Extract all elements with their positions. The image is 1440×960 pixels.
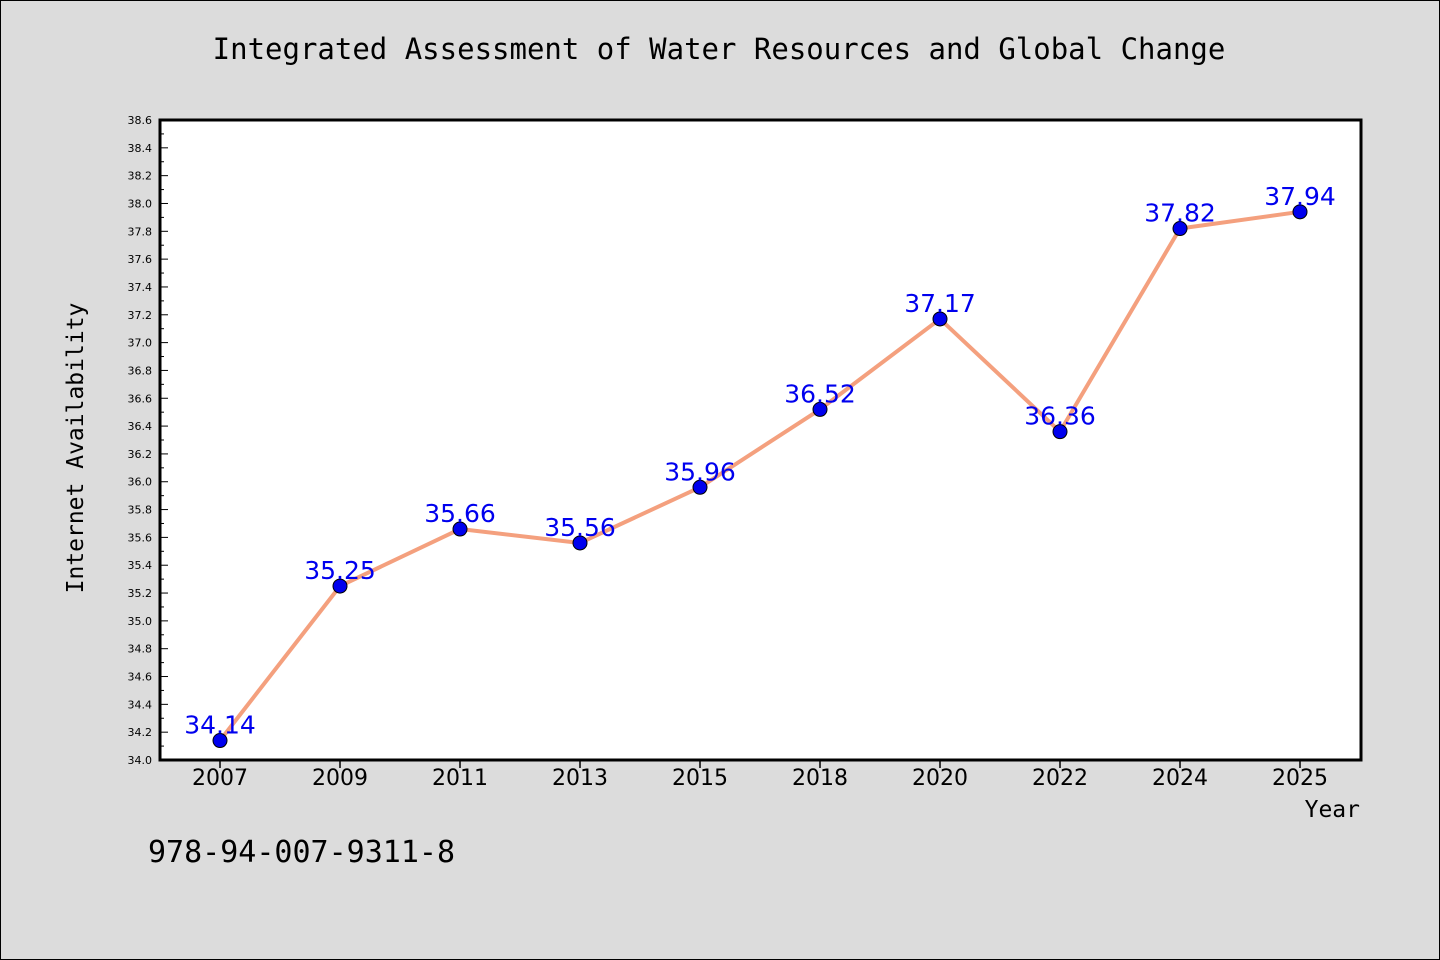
data-label: 36.36 [1024, 402, 1096, 431]
data-point [932, 311, 948, 327]
x-tick-label: 2022 [1032, 766, 1088, 791]
data-label: 37.17 [904, 289, 976, 318]
y-axis: 34.0 34.2 34.4 34.6 34.8 35.0 35.2 35.4 35.6 35.8… [128, 114, 168, 767]
data-point [452, 521, 468, 537]
series-line [218, 209, 1301, 742]
data-label: 37.94 [1264, 182, 1336, 211]
chart-title: Integrated Assessment of Water Resources… [212, 32, 1226, 66]
x-axis: 2007 2009 2011 2013 2015 2018 2020 2022 2024 2025 [192, 760, 1328, 791]
data-label: 36.52 [784, 379, 856, 408]
y-tick-label: 34.2 [128, 726, 153, 739]
data-point [1052, 424, 1068, 440]
data-label: 37.82 [1144, 199, 1216, 228]
y-tick-label: 35.0 [128, 615, 153, 628]
y-tick-label: 35.6 [128, 531, 153, 544]
y-tick-label: 35.4 [128, 559, 153, 572]
y-tick-label: 37.2 [128, 309, 153, 322]
y-tick-label: 34.0 [128, 754, 153, 767]
y-tick-label: 36.2 [128, 448, 153, 461]
y-tick-label: 36.6 [128, 392, 153, 405]
y-tick-label: 38.4 [128, 142, 153, 155]
x-tick-label: 2011 [432, 766, 488, 791]
y-tick-label: 36.8 [128, 364, 153, 377]
data-label: 35.56 [544, 513, 616, 542]
x-axis-label: Year [1304, 797, 1360, 823]
data-point [692, 479, 708, 495]
y-tick-label: 37.6 [128, 253, 153, 266]
y-tick-label: 38.0 [128, 197, 153, 210]
data-point [812, 401, 828, 417]
data-label: 35.66 [424, 499, 496, 528]
y-tick-label: 34.4 [128, 698, 153, 711]
y-tick-label: 35.8 [128, 504, 153, 517]
x-tick-label: 2024 [1152, 766, 1208, 791]
x-tick-label: 2020 [912, 766, 968, 791]
x-tick-label: 2025 [1272, 766, 1328, 791]
data-point [212, 733, 228, 749]
data-point [1172, 221, 1188, 237]
y-tick-label: 36.4 [128, 420, 153, 433]
data-point [332, 578, 348, 594]
x-tick-label: 2018 [792, 766, 848, 791]
x-tick-label: 2007 [192, 766, 248, 791]
y-tick-label: 36.0 [128, 476, 153, 489]
x-tick-label: 2013 [552, 766, 608, 791]
y-tick-label: 37.4 [128, 281, 153, 294]
y-tick-label: 38.2 [128, 170, 153, 183]
plot-area [158, 118, 1363, 762]
y-tick-label: 34.6 [128, 671, 153, 684]
data-markers [212, 204, 1308, 749]
data-label: 35.25 [304, 556, 376, 585]
isbn-footnote: 978-94-007-9311-8 [148, 835, 456, 870]
y-tick-label: 37.8 [128, 225, 153, 238]
data-point [572, 535, 588, 551]
x-tick-label: 2009 [312, 766, 368, 791]
y-tick-label: 34.8 [128, 643, 153, 656]
y-tick-label: 37.0 [128, 337, 153, 350]
y-tick-label: 38.6 [128, 114, 153, 127]
data-label: 35.96 [664, 457, 736, 486]
x-tick-label: 2015 [672, 766, 728, 791]
data-labels: 34.14 35.25 35.66 35.56 35.96 36.52 37.17 36.36… [184, 182, 1336, 740]
y-tick-label: 35.2 [128, 587, 153, 600]
data-label: 34.14 [184, 711, 256, 740]
data-point [1292, 204, 1308, 220]
